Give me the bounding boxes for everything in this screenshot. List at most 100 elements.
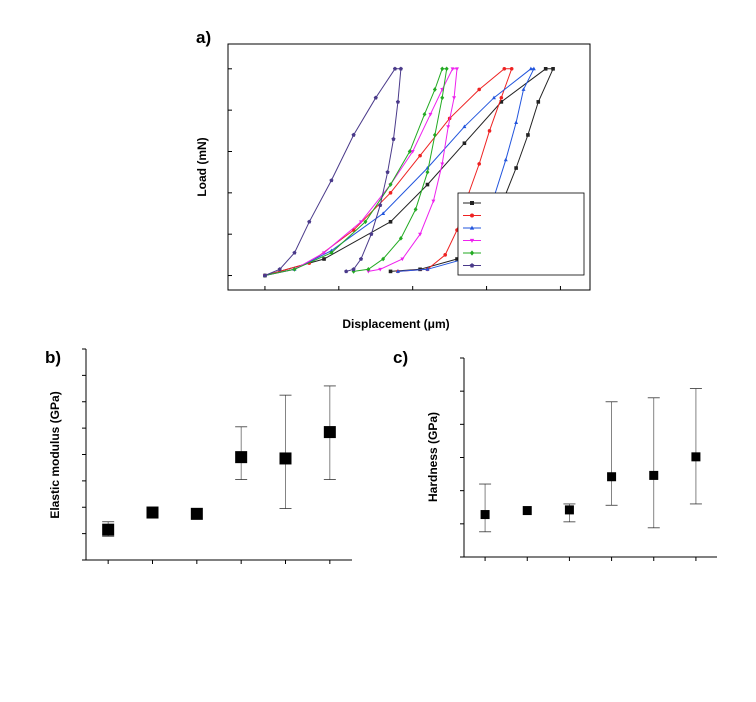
series-line-4 <box>264 68 448 276</box>
series-marker-1 <box>499 95 504 100</box>
series-marker-4 <box>440 95 445 101</box>
panel-a-load-displacement: a) Displacement (μm) Load (mN) <box>195 28 591 331</box>
series-marker-0 <box>551 67 555 71</box>
panel-a-ticks <box>228 68 561 290</box>
series-marker-5 <box>395 99 400 104</box>
series-marker-2 <box>425 267 430 271</box>
series-marker-1 <box>388 191 393 195</box>
legend-box <box>457 192 585 276</box>
panel-a-label: a) <box>196 28 211 47</box>
panel-b-ticks <box>82 348 331 564</box>
series-marker-4 <box>292 266 297 272</box>
series-marker-0 <box>526 133 530 137</box>
series-marker-4 <box>398 235 403 241</box>
data-point <box>691 452 701 462</box>
series-marker-3 <box>378 267 383 272</box>
panel-b-ylabel: Elastic modulus (GPa) <box>48 391 62 518</box>
data-point <box>102 523 115 536</box>
data-point <box>649 470 659 480</box>
panel-a-legend <box>457 192 585 276</box>
series-marker-4 <box>432 87 437 92</box>
series-marker-3 <box>428 112 433 117</box>
series-marker-2 <box>521 87 526 91</box>
series-marker-5 <box>385 170 390 174</box>
series-marker-1 <box>487 129 492 133</box>
series-marker-3 <box>418 232 423 237</box>
panel-a-frame <box>227 43 591 291</box>
series-marker-0 <box>388 269 393 274</box>
series-marker-0 <box>462 141 467 146</box>
series-marker-5 <box>351 132 356 137</box>
series-marker-4 <box>329 250 334 256</box>
series-marker-0 <box>322 257 326 261</box>
data-point <box>146 506 159 519</box>
legend-marker-1 <box>470 213 474 218</box>
series-marker-2 <box>514 120 519 124</box>
series-marker-2 <box>395 269 400 273</box>
series-marker-5 <box>358 256 364 261</box>
series-marker-4 <box>432 132 437 138</box>
legend-marker-2 <box>469 225 475 230</box>
series-marker-1 <box>477 87 481 92</box>
legend-marker-5 <box>469 263 475 268</box>
series-marker-4 <box>444 66 449 72</box>
data-point <box>564 505 574 515</box>
series-marker-4 <box>422 111 427 117</box>
panel-a-xlabel: Displacement (μm) <box>342 317 449 331</box>
panel-c-label: c) <box>393 348 408 367</box>
series-marker-5 <box>292 250 297 255</box>
series-marker-5 <box>277 267 282 272</box>
series-marker-3 <box>431 199 436 204</box>
series-marker-5 <box>398 66 403 71</box>
series-marker-5 <box>392 66 398 71</box>
panel-c-points <box>479 388 702 533</box>
data-point <box>279 452 292 465</box>
series-marker-3 <box>440 162 445 167</box>
series-marker-3 <box>358 220 363 224</box>
series-marker-5 <box>344 269 349 274</box>
series-marker-4 <box>407 149 412 154</box>
series-marker-0 <box>514 166 518 170</box>
series-marker-5 <box>307 219 312 224</box>
series-marker-2 <box>491 95 496 100</box>
series-marker-3 <box>455 67 460 71</box>
series-marker-5 <box>391 136 396 141</box>
panel-c-ticks <box>460 357 697 561</box>
data-point <box>190 507 203 520</box>
series-marker-1 <box>502 67 507 71</box>
data-point <box>480 510 490 520</box>
series-marker-4 <box>413 207 418 212</box>
series-marker-2 <box>503 157 508 162</box>
panel-c-hardness: c) Hardness (GPa) <box>393 348 717 561</box>
series-marker-5 <box>262 273 267 278</box>
series-marker-2 <box>462 124 467 129</box>
series-marker-2 <box>531 66 536 71</box>
series-marker-1 <box>477 162 481 166</box>
panel-b-elastic-modulus: b) Elastic modulus (GPa) <box>45 348 352 564</box>
series-marker-5 <box>378 203 383 207</box>
series-marker-4 <box>425 169 430 175</box>
series-marker-3 <box>410 150 415 154</box>
data-point <box>235 451 248 464</box>
legend-marker-4 <box>469 250 475 256</box>
panel-a-ylabel: Load (mN) <box>195 137 209 196</box>
series-marker-0 <box>499 100 504 104</box>
series-marker-5 <box>351 267 356 272</box>
series-marker-4 <box>440 66 445 72</box>
series-line-3 <box>264 68 458 276</box>
series-marker-1 <box>443 253 448 257</box>
series-marker-2 <box>381 211 386 215</box>
series-marker-0 <box>536 100 541 104</box>
series-marker-3 <box>366 269 371 274</box>
series-marker-3 <box>452 96 457 100</box>
data-point <box>607 472 617 482</box>
series-marker-3 <box>450 67 455 71</box>
series-marker-1 <box>418 153 422 158</box>
series-marker-0 <box>543 67 548 71</box>
legend-marker-0 <box>470 201 474 205</box>
series-marker-4 <box>381 256 386 262</box>
data-point <box>522 506 532 516</box>
series-marker-3 <box>322 251 327 255</box>
series-marker-0 <box>388 219 393 224</box>
